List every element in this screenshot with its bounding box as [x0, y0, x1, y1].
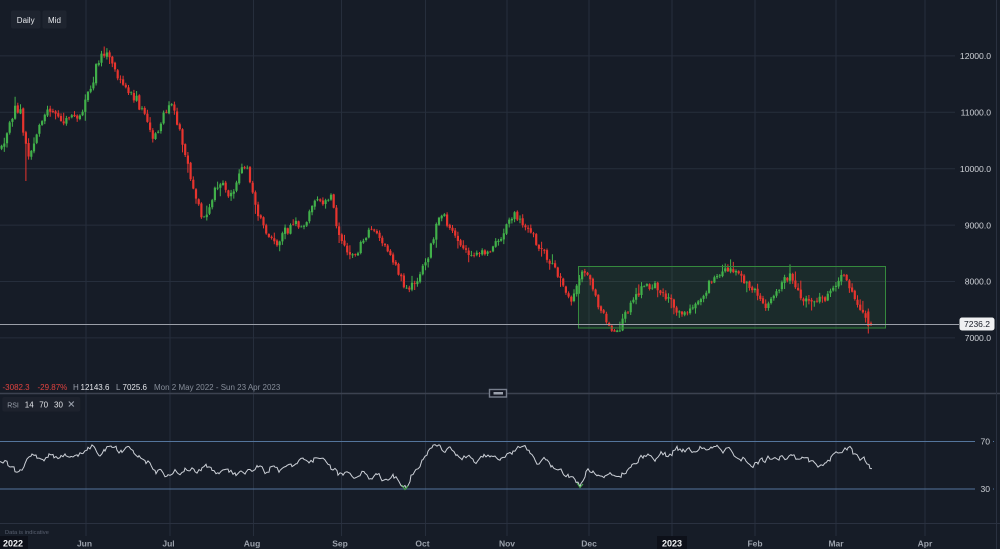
svg-text:9000.0: 9000.0: [965, 220, 992, 230]
svg-text:30: 30: [980, 484, 990, 494]
svg-text:10000.0: 10000.0: [960, 164, 991, 174]
svg-text:Mar: Mar: [828, 539, 844, 549]
svg-text:12000.0: 12000.0: [960, 51, 991, 61]
svg-text:H: H: [73, 383, 79, 392]
svg-text:12143.6: 12143.6: [81, 383, 110, 392]
svg-text:Dec: Dec: [581, 539, 597, 549]
svg-text:Feb: Feb: [747, 539, 762, 549]
svg-text:Mon 2 May 2022 - Sun 23 Apr 20: Mon 2 May 2022 - Sun 23 Apr 2023: [154, 383, 281, 392]
svg-text:Nov: Nov: [499, 539, 515, 549]
svg-text:14: 14: [25, 401, 34, 410]
svg-text:2023: 2023: [662, 539, 682, 549]
svg-text:Jul: Jul: [162, 539, 174, 549]
svg-text:2022: 2022: [3, 539, 23, 549]
svg-text:70: 70: [980, 437, 990, 447]
svg-text:8000.0: 8000.0: [965, 277, 992, 287]
svg-text:Jun: Jun: [77, 539, 92, 549]
svg-text:Aug: Aug: [244, 539, 261, 549]
svg-text:-3082.3: -3082.3: [3, 383, 31, 392]
svg-text:70: 70: [39, 401, 48, 410]
svg-text:7236.2: 7236.2: [964, 319, 990, 329]
svg-text:Sep: Sep: [332, 539, 348, 549]
svg-text:Oct: Oct: [415, 539, 429, 549]
svg-text:30: 30: [54, 401, 63, 410]
svg-text:Data is indicative: Data is indicative: [5, 530, 49, 536]
svg-text:11000.0: 11000.0: [961, 108, 992, 118]
svg-text:L: L: [116, 383, 121, 392]
svg-text:7000.0: 7000.0: [965, 333, 992, 343]
svg-text:RSI: RSI: [7, 403, 19, 410]
svg-text:Daily: Daily: [17, 16, 35, 25]
svg-text:7025.6: 7025.6: [123, 383, 148, 392]
svg-text:-29.87%: -29.87%: [38, 383, 68, 392]
svg-text:Mid: Mid: [48, 16, 61, 25]
svg-text:Apr: Apr: [918, 539, 933, 549]
